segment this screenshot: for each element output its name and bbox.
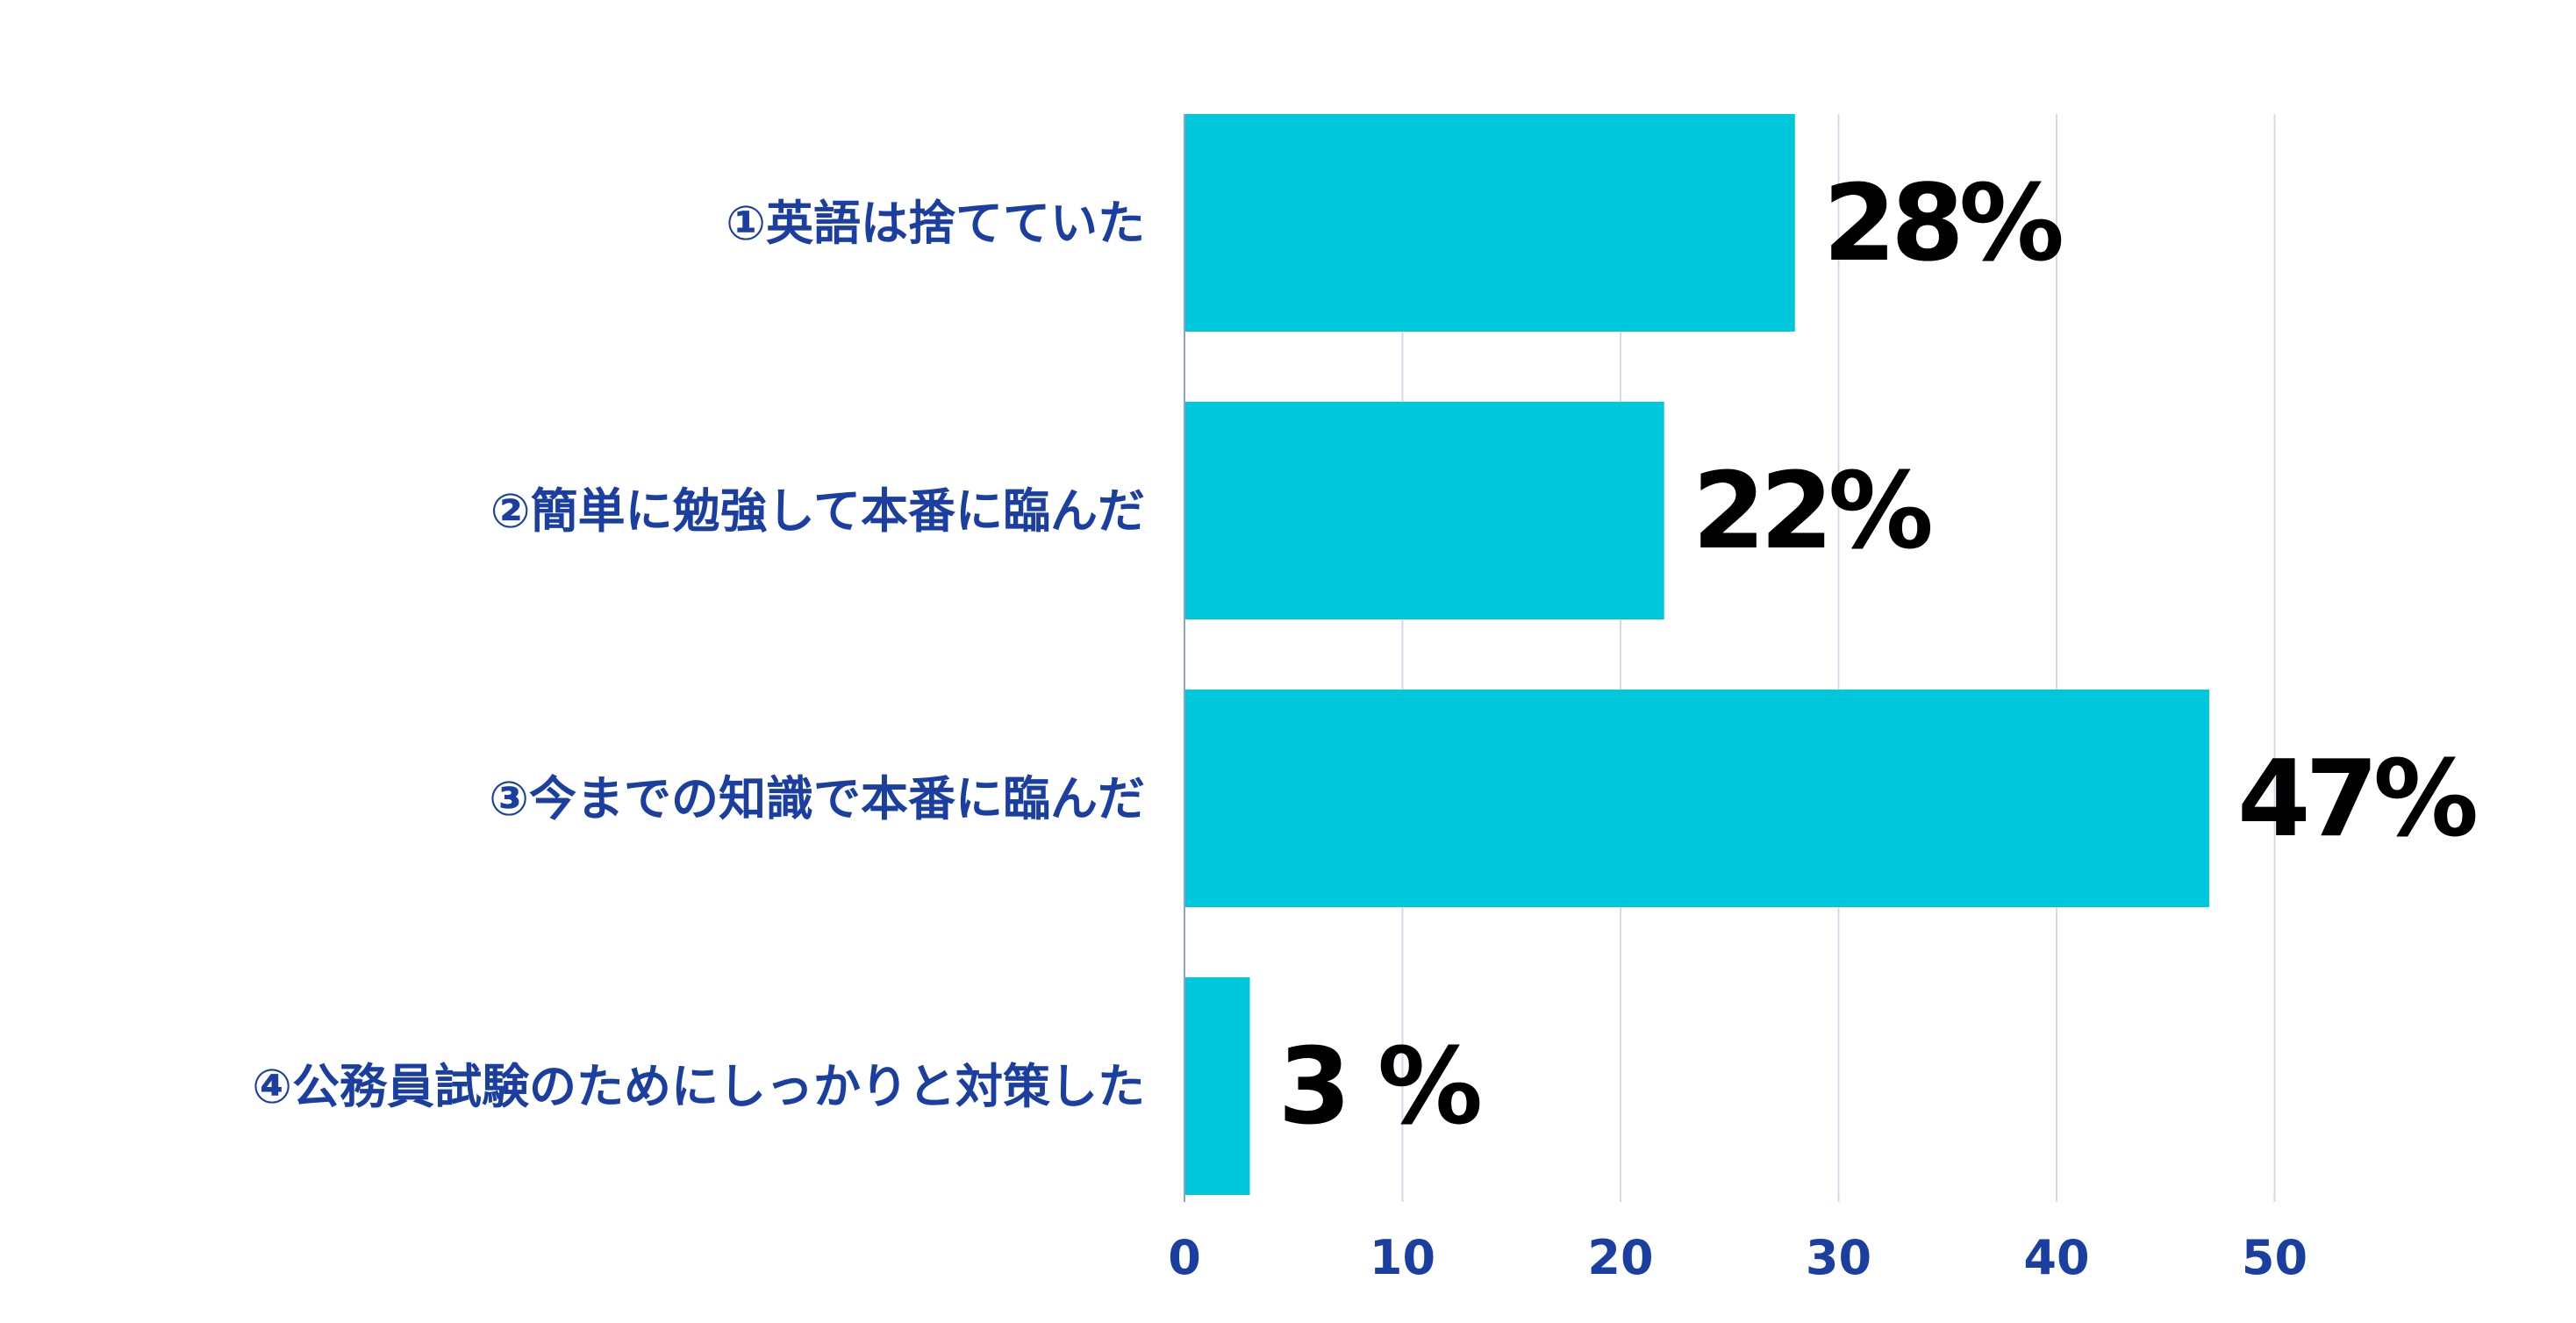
- bar: [1184, 402, 1664, 619]
- x-tick-label: 50: [2242, 1230, 2308, 1285]
- x-tick-label: 40: [2023, 1230, 2089, 1285]
- category-label: ②簡単に勉強して本番に臨んだ: [490, 483, 1145, 539]
- category-label: ④公務員試験のためにしっかりと対策した: [252, 1059, 1145, 1114]
- data-label: 28%: [1823, 163, 2062, 285]
- x-tick-label: 0: [1168, 1230, 1201, 1285]
- category-label: ①英語は捨てていた: [726, 196, 1145, 251]
- bar: [1184, 690, 2209, 907]
- data-label: 47%: [2237, 739, 2476, 861]
- x-tick-label: 10: [1370, 1230, 1435, 1285]
- category-label: ③今までの知識で本番に臨んだ: [489, 771, 1145, 826]
- bars: [1184, 114, 2209, 1195]
- bar: [1184, 114, 1795, 332]
- x-tick-label: 30: [1806, 1230, 1871, 1285]
- data-label: 22%: [1692, 451, 1931, 573]
- data-label: 3 %: [1278, 1026, 1480, 1148]
- labels: 0 10 20 30 40 50 ①英語は捨てていた 28% ②簡単に勉強して本番に臨んだ 22%…: [252, 163, 2481, 1285]
- bar: [1184, 977, 1250, 1195]
- x-tick-label: 20: [1587, 1230, 1653, 1285]
